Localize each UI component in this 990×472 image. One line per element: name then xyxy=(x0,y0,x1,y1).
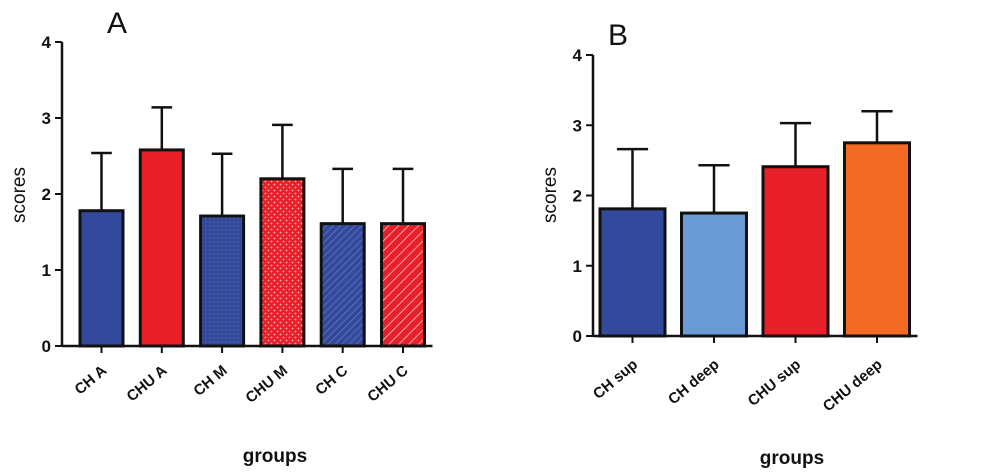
category-label: CHU A xyxy=(123,362,170,405)
y-tick-label: 3 xyxy=(573,116,582,135)
y-tick-label: 2 xyxy=(42,185,51,204)
y-tick-label: 1 xyxy=(42,261,51,280)
category-label: CHU deep xyxy=(820,356,886,415)
panel-label: A xyxy=(107,7,127,40)
y-tick-label: 4 xyxy=(42,33,52,52)
category-label: CHU sup xyxy=(745,356,804,410)
category-label: CH A xyxy=(71,362,110,398)
category-label: CH sup xyxy=(590,356,641,403)
bar xyxy=(259,177,306,348)
bar-series xyxy=(78,106,426,348)
bar xyxy=(598,207,667,338)
bar xyxy=(843,141,911,338)
category-label: CH C xyxy=(312,362,351,399)
bar xyxy=(761,165,830,338)
bar xyxy=(199,214,246,348)
panel-label: B xyxy=(608,19,628,52)
chart-panel-a: A scores groups CH A CHU A CH M CHU M CH C CH… xyxy=(9,7,433,467)
x-axis-label: groups xyxy=(243,446,307,467)
chart-panel-b: B scores groups CH sup CH deep CHU sup CHU … xyxy=(540,19,918,469)
y-axis-label: scores xyxy=(9,167,30,223)
category-label: CHU M xyxy=(242,362,291,407)
y-axis-label: scores xyxy=(540,167,561,223)
category-label: CH M xyxy=(190,362,230,400)
category-label: CH deep xyxy=(665,356,723,408)
category-label: CHU C xyxy=(364,362,411,406)
bar xyxy=(78,209,125,348)
bar xyxy=(319,222,366,348)
bar xyxy=(680,211,748,338)
y-tick-label: 4 xyxy=(573,46,583,65)
y-tick-label: 2 xyxy=(573,187,582,206)
bar xyxy=(380,222,426,348)
bar-series xyxy=(598,109,911,338)
y-tick-label: 0 xyxy=(573,327,582,346)
y-tick-label: 1 xyxy=(573,257,582,276)
x-axis-label: groups xyxy=(760,448,824,469)
y-tick-label: 3 xyxy=(42,109,51,128)
y-tick-label: 0 xyxy=(42,337,51,356)
bar xyxy=(138,148,185,348)
